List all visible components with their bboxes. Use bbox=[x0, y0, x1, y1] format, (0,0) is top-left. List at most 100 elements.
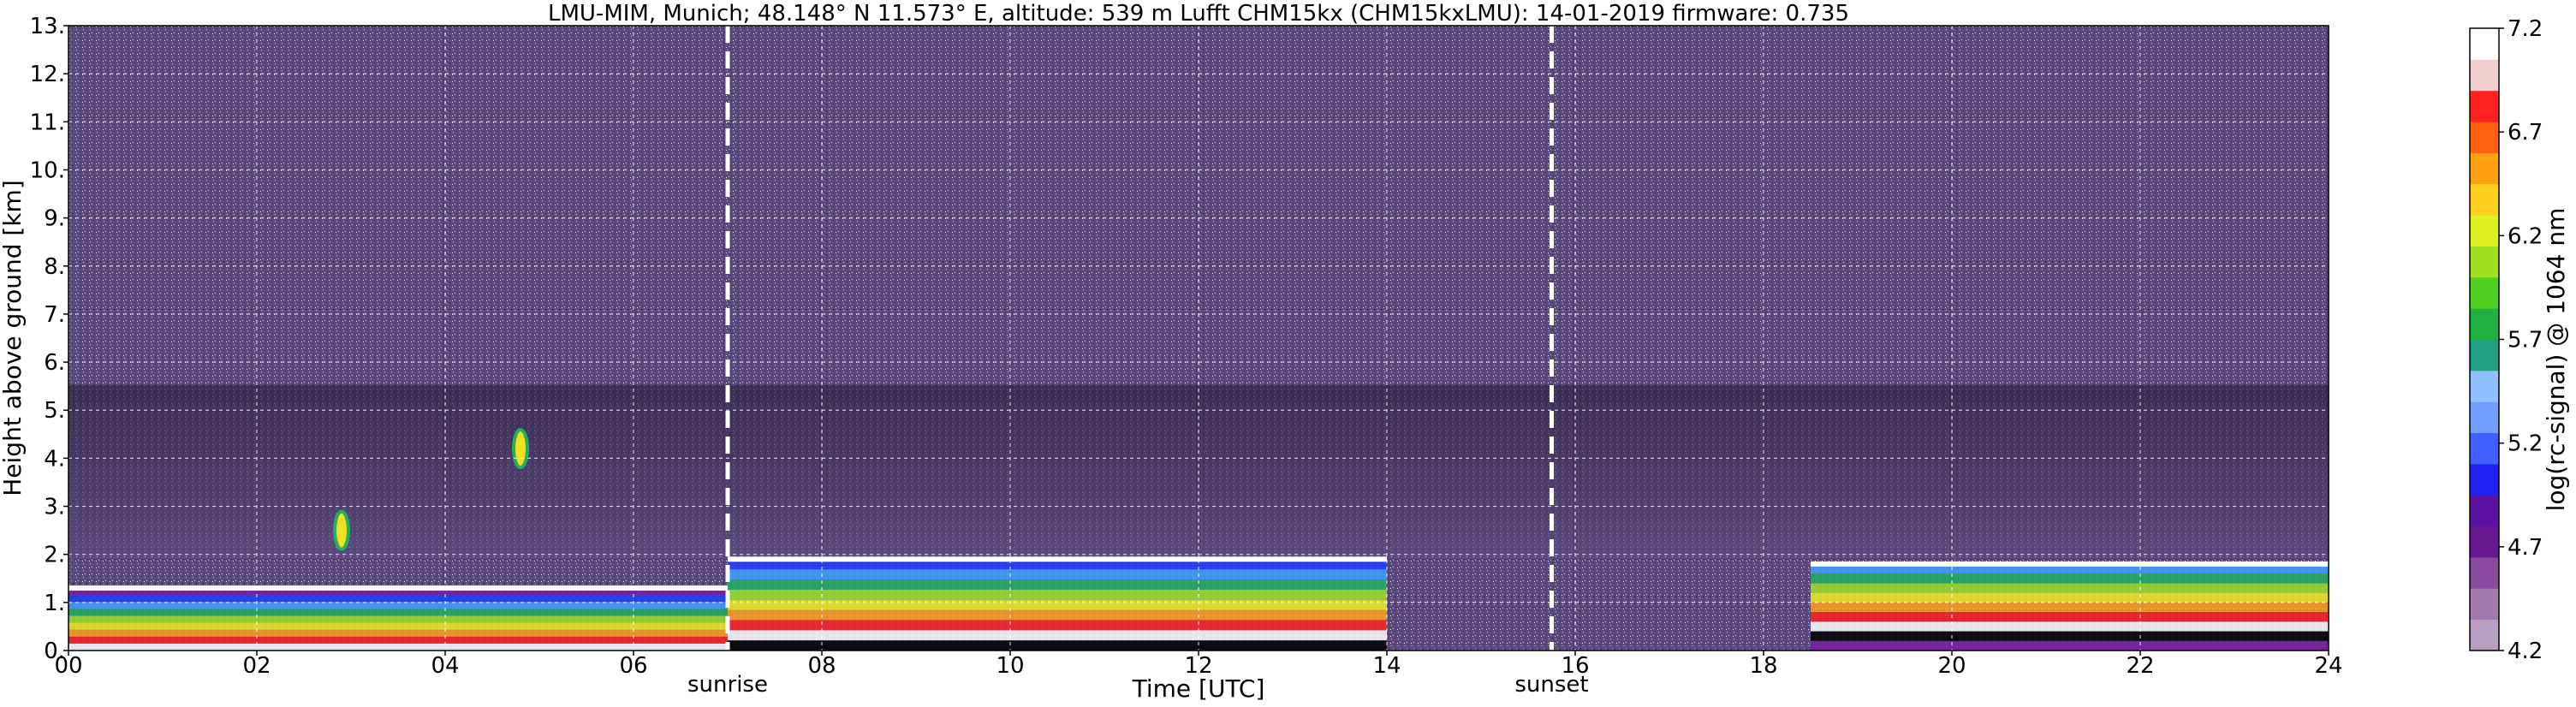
y-tick-label: 12. bbox=[30, 62, 65, 87]
x-axis-ticks: sunrise sunset 00 02 04 06 08 10 12 14 16 18 20 22 24 bbox=[54, 651, 2343, 698]
colorbar-segment bbox=[2470, 59, 2499, 92]
x-tick-label: 14 bbox=[1372, 653, 1401, 679]
layer-band bbox=[728, 569, 1387, 580]
x-tick-label: 20 bbox=[1937, 653, 1966, 679]
colorbar-tick-label: 5.2 bbox=[2508, 431, 2543, 457]
y-tick-label: 13. bbox=[30, 14, 65, 39]
y-tick-label: 3. bbox=[44, 495, 65, 520]
y-axis-label: Height above ground [km] bbox=[0, 180, 27, 496]
x-tick-label: 18 bbox=[1749, 653, 1777, 679]
x-tick-label: 10 bbox=[996, 653, 1024, 679]
colorbar-segment bbox=[2470, 183, 2499, 216]
aerosol-features bbox=[68, 428, 2329, 651]
layer-band bbox=[728, 599, 1387, 610]
colorbar-segment bbox=[2470, 495, 2499, 527]
colorbar-segment bbox=[2470, 370, 2499, 402]
layer-band bbox=[728, 620, 1387, 631]
sun-markers bbox=[725, 26, 1554, 651]
layer-band bbox=[68, 615, 728, 623]
cloud-feature bbox=[512, 428, 529, 470]
x-tick-label: 24 bbox=[2314, 653, 2342, 679]
y-tick-label: 4. bbox=[44, 446, 65, 472]
y-tick-label: 0. bbox=[44, 639, 65, 664]
layer-band bbox=[1811, 573, 2329, 584]
layer-band bbox=[1811, 621, 2329, 632]
y-axis-ticks: 0. 1. 2. 3. 4. 5. 6. 7. 8. 9. 10. 11. 12. 13. bbox=[30, 14, 68, 664]
layer-top-edge bbox=[728, 556, 1387, 562]
colorbar-segment bbox=[2470, 556, 2499, 589]
layer-band bbox=[728, 559, 1387, 570]
colorbar-segment bbox=[2470, 463, 2499, 496]
colorbar-segment bbox=[2470, 215, 2499, 247]
sunrise-label: sunrise bbox=[687, 672, 768, 698]
chart-title: LMU-MIM, Munich; 48.148° N 11.573° E, al… bbox=[548, 1, 1849, 27]
layer-band bbox=[68, 595, 728, 603]
colorbar-segment bbox=[2470, 90, 2499, 122]
layer-band bbox=[728, 589, 1387, 600]
layer-band bbox=[728, 630, 1387, 641]
colorbar-segment bbox=[2470, 588, 2499, 621]
layer-band bbox=[68, 609, 728, 616]
layer-band bbox=[1811, 640, 2329, 651]
colorbar-segment bbox=[2470, 432, 2499, 465]
y-tick-label: 10. bbox=[30, 157, 65, 183]
colorbar-segment bbox=[2470, 308, 2499, 340]
y-tick-label: 7. bbox=[44, 302, 65, 328]
layer-top-edge bbox=[68, 585, 728, 591]
layer-band bbox=[68, 636, 728, 644]
x-tick-label: 12 bbox=[1184, 653, 1212, 679]
layer-band bbox=[1811, 602, 2329, 613]
y-tick-label: 11. bbox=[30, 110, 65, 135]
colorbar-tick-label: 6.2 bbox=[2508, 223, 2543, 249]
cloud-feature bbox=[333, 509, 350, 551]
colorbar-segment bbox=[2470, 339, 2499, 371]
layer-band bbox=[728, 609, 1387, 621]
x-tick-label: 22 bbox=[2126, 653, 2154, 679]
y-tick-label: 6. bbox=[44, 350, 65, 376]
colorbar-tick-label: 5.7 bbox=[2508, 328, 2543, 354]
colorbar-segment bbox=[2470, 152, 2499, 185]
x-tick-label: 00 bbox=[54, 653, 82, 679]
layer-top-edge bbox=[1811, 561, 2329, 567]
layer-band bbox=[68, 643, 728, 651]
x-tick-label: 08 bbox=[807, 653, 836, 679]
colorbar-segment bbox=[2470, 619, 2499, 651]
colorbar-label: log(rc-signal) @ 1064 nm bbox=[2542, 208, 2570, 512]
colorbar-segment bbox=[2470, 122, 2499, 153]
x-tick-label: 06 bbox=[619, 653, 647, 679]
layer-band bbox=[68, 602, 728, 609]
colorbar-tick-label: 4.7 bbox=[2508, 535, 2543, 561]
grid-lines bbox=[68, 26, 2329, 651]
colorbar-segment bbox=[2470, 28, 2499, 60]
y-tick-label: 8. bbox=[44, 254, 65, 280]
x-tick-label: 16 bbox=[1561, 653, 1589, 679]
colorbar-tick-label: 4.2 bbox=[2508, 639, 2543, 664]
colorbar-segment bbox=[2470, 276, 2499, 309]
x-tick-label: 02 bbox=[242, 653, 271, 679]
x-tick-label: 04 bbox=[431, 653, 459, 679]
colorbar-tick-label: 7.2 bbox=[2508, 16, 2543, 42]
layer-band bbox=[728, 640, 1387, 651]
colorbar: 4.2 4.7 5.2 5.7 6.2 6.7 7.2 bbox=[2469, 16, 2543, 664]
colorbar-segment bbox=[2470, 246, 2499, 278]
x-axis-label: Time [UTC] bbox=[1132, 674, 1265, 703]
layer-band bbox=[1811, 563, 2329, 574]
layer-band bbox=[68, 588, 728, 596]
layer-band bbox=[68, 629, 728, 637]
layer-band bbox=[1811, 612, 2329, 622]
colorbar-segment bbox=[2470, 401, 2499, 434]
layer-band bbox=[1811, 592, 2329, 603]
colorbar-segment bbox=[2470, 526, 2499, 558]
layer-band bbox=[68, 622, 728, 630]
y-tick-label: 5. bbox=[44, 398, 65, 424]
y-tick-label: 9. bbox=[44, 206, 65, 232]
y-tick-label: 2. bbox=[44, 543, 65, 568]
layer-band bbox=[1811, 631, 2329, 641]
plot-area bbox=[68, 25, 2329, 651]
colorbar-tick-label: 6.7 bbox=[2508, 120, 2543, 146]
y-tick-label: 1. bbox=[44, 591, 65, 616]
layer-band bbox=[728, 579, 1387, 590]
layer-band bbox=[1811, 583, 2329, 593]
sunset-label: sunset bbox=[1514, 672, 1588, 698]
